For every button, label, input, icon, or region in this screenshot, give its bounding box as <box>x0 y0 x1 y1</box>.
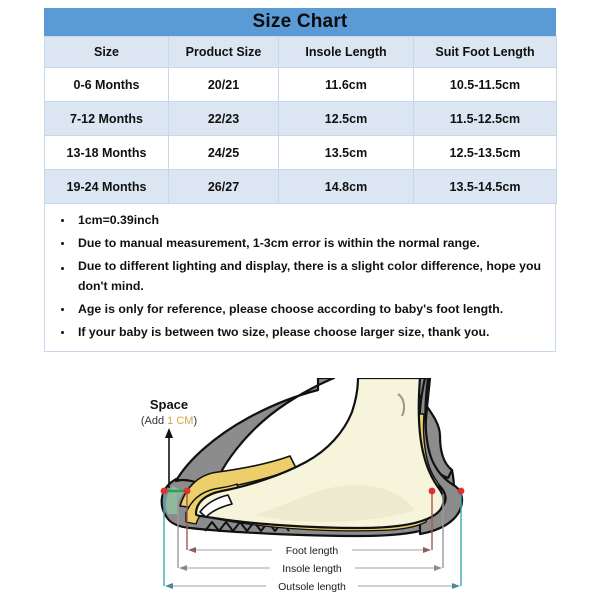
column-header-suit-foot-length: Suit Foot Length <box>413 36 557 68</box>
cell-suit-foot-length: 11.5-12.5cm <box>413 101 557 136</box>
note-text: Age is only for reference, please choose… <box>78 301 504 316</box>
table-row: 19-24 Months 26/27 14.8cm 13.5-14.5cm <box>44 169 557 204</box>
note-text: Due to manual measurement, 1-3cm error i… <box>78 235 480 250</box>
note-item: Age is only for reference, please choose… <box>59 300 545 320</box>
foot-measurement-diagram: Space (Add 1 CM) Foot length Insole leng… <box>0 378 600 600</box>
cell-product-size: 24/25 <box>168 135 279 170</box>
marker-outsole-toe <box>160 487 168 495</box>
cell-product-size: 20/21 <box>168 67 279 102</box>
bullet-icon <box>61 219 64 223</box>
space-sublabel-accent: 1 CM <box>167 415 193 427</box>
cell-size: 19-24 Months <box>44 169 169 204</box>
cell-size: 7-12 Months <box>44 101 169 136</box>
note-item: Due to different lighting and display, t… <box>59 257 545 297</box>
size-chart-panel: Size Chart Size Product Size Insole Leng… <box>44 8 557 353</box>
table-row: 13-18 Months 24/25 13.5cm 12.5-13.5cm <box>44 135 557 170</box>
column-header-size: Size <box>44 36 169 68</box>
size-chart-table: Size Product Size Insole Length Suit Foo… <box>44 36 557 204</box>
toe-line <box>199 494 233 518</box>
cell-suit-foot-length: 10.5-11.5cm <box>413 67 557 102</box>
notes-panel: 1cm=0.39inch Due to manual measurement, … <box>44 204 556 353</box>
bullet-icon <box>61 308 64 312</box>
size-chart-title-bar: Size Chart <box>44 8 556 36</box>
marker-outsole-heel <box>457 487 465 495</box>
bullet-icon <box>61 266 64 270</box>
insole-length-label: Insole length <box>282 563 342 575</box>
outsole-length-arrow-left-icon <box>165 583 173 589</box>
space-sublabel: (Add 1 CM) <box>141 415 197 427</box>
marker-foot-heel <box>428 487 436 495</box>
cell-suit-foot-length: 12.5-13.5cm <box>413 135 557 170</box>
cell-product-size: 22/23 <box>168 101 279 136</box>
space-sublabel-suffix: ) <box>193 415 197 427</box>
note-item: 1cm=0.39inch <box>59 211 545 231</box>
marker-foot-toe <box>183 487 191 495</box>
cell-insole-length: 13.5cm <box>278 135 414 170</box>
foot-length-label: Foot length <box>286 545 339 557</box>
space-arrow-head-icon <box>165 428 173 438</box>
note-text: Due to different lighting and display, t… <box>78 258 542 293</box>
space-label: Space <box>150 397 188 412</box>
insole-length-arrow-right-icon <box>434 565 442 571</box>
cell-size: 13-18 Months <box>44 135 169 170</box>
foot-length-arrow-right-icon <box>423 547 431 553</box>
notes-list: 1cm=0.39inch Due to manual measurement, … <box>59 211 545 342</box>
cell-suit-foot-length: 13.5-14.5cm <box>413 169 557 204</box>
toe-space-wedge <box>165 486 184 514</box>
note-item: If your baby is between two size, please… <box>59 323 545 343</box>
space-sublabel-prefix: (Add <box>141 415 167 427</box>
table-row: 0-6 Months 20/21 11.6cm 10.5-11.5cm <box>44 67 557 102</box>
outsole-length-label: Outsole length <box>278 581 346 593</box>
cell-insole-length: 11.6cm <box>278 67 414 102</box>
cell-product-size: 26/27 <box>168 169 279 204</box>
cell-insole-length: 14.8cm <box>278 169 414 204</box>
foot-length-arrow-left-icon <box>188 547 196 553</box>
page-title: Size Chart <box>252 11 348 32</box>
table-row: 7-12 Months 22/23 12.5cm 11.5-12.5cm <box>44 101 557 136</box>
foot-arch-shading <box>256 485 414 522</box>
insole-length-arrow-left-icon <box>179 565 187 571</box>
note-text: If your baby is between two size, please… <box>78 324 490 339</box>
column-header-insole-length: Insole Length <box>278 36 414 68</box>
ankle-bone-mark <box>397 393 406 417</box>
table-header-row: Size Product Size Insole Length Suit Foo… <box>44 36 557 68</box>
outsole-length-arrow-right-icon <box>452 583 460 589</box>
sole-tread-icon <box>204 521 290 532</box>
bullet-icon <box>61 242 64 246</box>
cell-size: 0-6 Months <box>44 67 169 102</box>
cell-insole-length: 12.5cm <box>278 101 414 136</box>
column-header-product-size: Product Size <box>168 36 279 68</box>
note-item: Due to manual measurement, 1-3cm error i… <box>59 234 545 254</box>
note-text: 1cm=0.39inch <box>78 213 160 227</box>
bullet-icon <box>61 330 64 334</box>
